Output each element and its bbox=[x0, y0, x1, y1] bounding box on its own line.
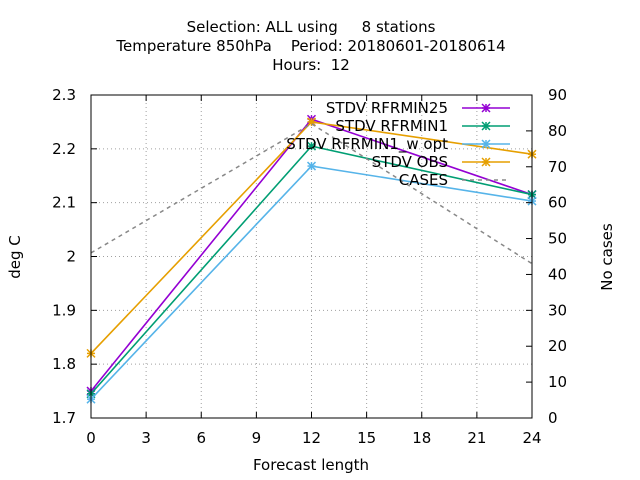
y-tick-label: 2.3 bbox=[52, 86, 76, 104]
legend-item-2: STDV RFRMIN1_w opt bbox=[286, 135, 510, 154]
x-tick-label: 24 bbox=[522, 429, 541, 447]
y2-tick-label: 90 bbox=[548, 86, 567, 104]
legend-label: STDV RFRMIN25 bbox=[326, 99, 448, 117]
y-axis-title: deg C bbox=[6, 235, 24, 279]
y2-tick-label: 40 bbox=[548, 265, 567, 283]
legend-item-3: STDV OBS bbox=[372, 153, 510, 171]
series-2-point bbox=[306, 161, 317, 171]
x-tick-label: 15 bbox=[357, 429, 376, 447]
chart-title-line-2: Temperature 850hPa Period: 20180601-2018… bbox=[115, 37, 505, 55]
y-tick-label: 2 bbox=[66, 248, 76, 266]
y-tick-label: 2.2 bbox=[52, 140, 76, 158]
legend-item-1: STDV RFRMIN1 bbox=[335, 117, 510, 135]
y2-tick-label: 60 bbox=[548, 194, 567, 212]
y2-axis-title: No cases bbox=[598, 223, 616, 291]
y-tick-label: 2.1 bbox=[52, 194, 76, 212]
y2-tick-label: 30 bbox=[548, 301, 567, 319]
x-tick-label: 3 bbox=[141, 429, 151, 447]
y2-tick-label: 10 bbox=[548, 373, 567, 391]
y2-tick-label: 20 bbox=[548, 337, 567, 355]
y2-tick-label: 70 bbox=[548, 158, 567, 176]
chart-title-line-1: Selection: ALL using 8 stations bbox=[187, 18, 436, 36]
y-tick-label: 1.8 bbox=[52, 355, 76, 373]
legend-item-4: CASES bbox=[399, 171, 510, 189]
x-axis-title: Forecast length bbox=[253, 456, 369, 474]
x-tick-label: 0 bbox=[86, 429, 96, 447]
legend-item-0: STDV RFRMIN25 bbox=[326, 99, 510, 117]
x-tick-label: 21 bbox=[467, 429, 486, 447]
x-tick-label: 6 bbox=[196, 429, 206, 447]
legend-label: STDV RFRMIN1_w opt bbox=[286, 135, 448, 154]
legend-label: CASES bbox=[399, 171, 448, 189]
x-tick-label: 18 bbox=[412, 429, 431, 447]
series-1-point bbox=[306, 141, 317, 151]
y-tick-label: 1.7 bbox=[52, 409, 76, 427]
axis-ticks: 0 3 6 9 12 15 18 21 24 1.7 1.8 1.9 2 2.1 2.2 2.3 0 10 20 30… bbox=[52, 86, 567, 447]
x-tick-label: 12 bbox=[302, 429, 321, 447]
y-tick-label: 1.9 bbox=[52, 301, 76, 319]
y2-tick-label: 50 bbox=[548, 230, 567, 248]
legend-label: STDV RFRMIN1 bbox=[335, 117, 448, 135]
y2-tick-label: 0 bbox=[548, 409, 558, 427]
chart-title-line-3: Hours: 12 bbox=[272, 56, 350, 74]
x-tick-label: 9 bbox=[252, 429, 262, 447]
y2-tick-label: 80 bbox=[548, 122, 567, 140]
legend-label: STDV OBS bbox=[372, 153, 448, 171]
